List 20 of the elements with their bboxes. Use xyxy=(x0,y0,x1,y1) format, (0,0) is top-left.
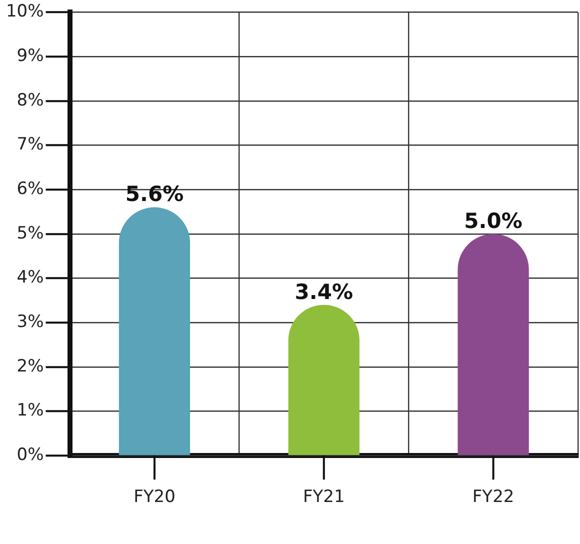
bar xyxy=(118,207,190,455)
y-tick-label: 3% xyxy=(16,312,44,332)
y-tick-label: 5% xyxy=(16,223,44,244)
bar xyxy=(288,304,360,455)
y-tick-label: 10% xyxy=(6,2,44,22)
data-label: 5.0% xyxy=(464,208,522,233)
y-tick-label: 2% xyxy=(16,356,44,376)
y-tick-label: 0% xyxy=(16,445,44,466)
data-label: 3.4% xyxy=(294,280,354,304)
bar xyxy=(458,234,529,455)
y-tick-label: 7% xyxy=(16,134,44,155)
y-tick-label: 9% xyxy=(16,46,44,66)
x-tick-label: FY21 xyxy=(302,487,345,508)
y-tick-label: 6% xyxy=(16,178,44,199)
data-label: 5.6% xyxy=(125,182,184,206)
x-tick-label: FY20 xyxy=(134,487,176,508)
y-tick-label: 1% xyxy=(16,400,44,421)
y-tick-label: 4% xyxy=(16,268,44,288)
x-tick-label: FY22 xyxy=(472,487,514,508)
y-tick-label: 8% xyxy=(16,90,44,110)
